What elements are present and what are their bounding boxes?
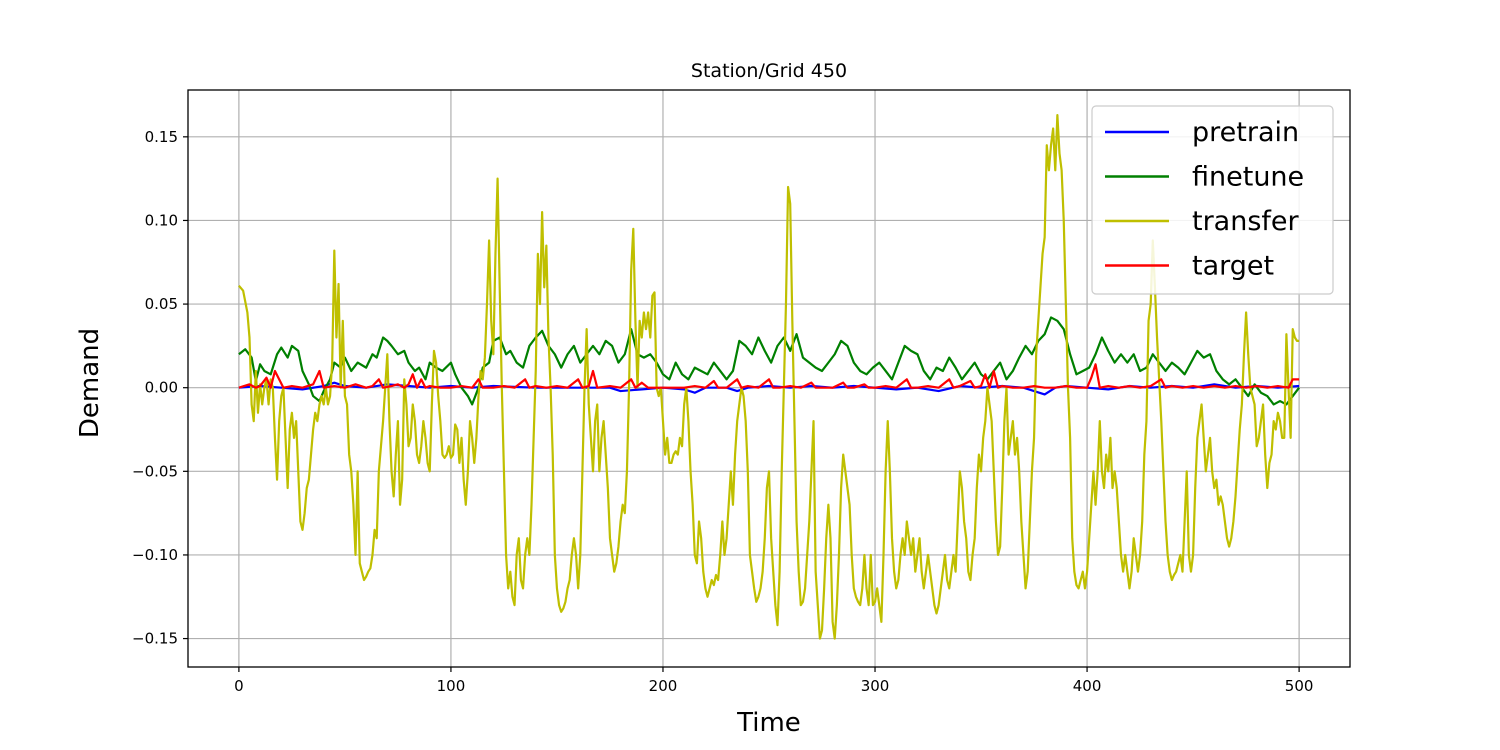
legend: pretrain finetune transfer target [1091,105,1334,295]
chart-title: Station/Grid 450 [691,60,847,82]
legend-label-target: target [1192,251,1274,282]
x-tick-label: 200 [649,677,678,695]
y-tick-label: −0.05 [132,462,178,480]
series-lines [238,113,1300,640]
y-tick-label: −0.15 [132,630,178,648]
series-line-finetune [238,316,1300,406]
y-tick-label: 0.15 [145,128,178,146]
y-axis-label: Demand [75,328,105,438]
x-axis: 0 100 200 300 400 500 [234,667,1313,695]
x-tick-label: 400 [1073,677,1102,695]
legend-label-finetune: finetune [1192,162,1304,193]
x-tick-label: 0 [234,677,244,695]
legend-label-pretrain: pretrain [1192,117,1299,148]
series-line-target [238,363,1300,389]
legend-box [1091,105,1334,295]
plot-frame [187,89,1351,668]
y-tick-label: 0.10 [145,211,178,229]
y-tick-label: 0.05 [145,295,178,313]
series-line-transfer [238,113,1300,640]
x-tick-label: 500 [1285,677,1314,695]
y-axis: −0.15 −0.10 −0.05 0.00 0.05 0.10 0.15 [132,128,188,648]
x-tick-label: 100 [437,677,466,695]
legend-label-transfer: transfer [1192,206,1300,237]
y-tick-label: −0.10 [132,546,178,564]
x-tick-label: 300 [861,677,890,695]
y-tick-label: 0.00 [145,379,178,397]
x-axis-label: Time [736,708,801,738]
